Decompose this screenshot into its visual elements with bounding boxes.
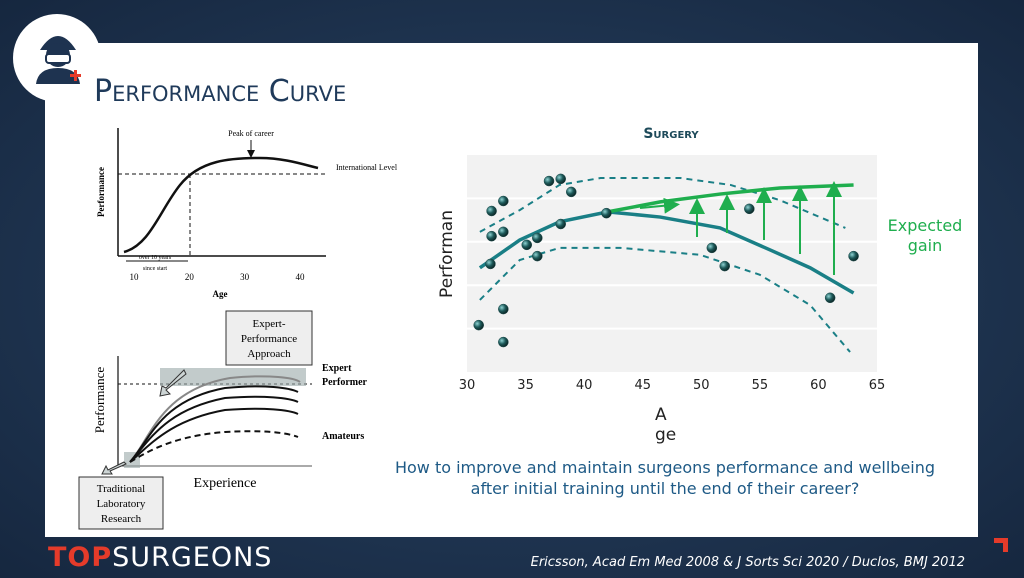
point	[555, 173, 566, 185]
y-label: Performance	[96, 167, 106, 217]
point	[521, 239, 532, 251]
x-axis-label: Age	[655, 405, 677, 445]
point	[706, 242, 718, 254]
x-tick-label: 30	[459, 378, 476, 393]
point	[601, 207, 612, 219]
point	[498, 336, 509, 348]
curve	[478, 210, 855, 295]
x-tick-label: 30	[240, 272, 250, 282]
amateur-curve	[129, 430, 299, 463]
point	[532, 250, 543, 262]
x-tick-label: 20	[185, 272, 195, 282]
x-tick-label: 60	[810, 378, 827, 393]
gain-arrow	[639, 197, 680, 214]
y-label: Performance	[92, 367, 107, 434]
surgeon-icon	[36, 36, 81, 84]
since-label: since start	[143, 266, 167, 272]
chart-title: Surgery	[643, 126, 699, 142]
point	[543, 175, 555, 187]
peak-label: Peak of career	[228, 129, 274, 138]
x-tick-label: 35	[517, 378, 534, 393]
x-tick-label: 40	[576, 378, 593, 393]
point	[744, 203, 755, 215]
brand: TOPSURGEONS	[48, 542, 272, 573]
curve	[129, 395, 299, 463]
brand-top: TOP	[48, 542, 112, 573]
x-tick-label: 45	[634, 378, 651, 393]
point	[824, 292, 836, 304]
career-diagram: Peak of career International Level over …	[96, 128, 398, 299]
span-label: over 10 years	[139, 255, 172, 261]
question: How to improve and maintain surgeons per…	[394, 458, 936, 498]
point	[566, 186, 577, 198]
point	[532, 232, 543, 244]
amateurs-label: Amateurs	[322, 431, 364, 442]
expertise-diagram: Expert-Performance Approach Traditional La…	[78, 310, 368, 530]
lab-label: Traditional Laboratory Research	[97, 483, 146, 525]
point	[498, 303, 509, 315]
x-tick-label: 65	[869, 378, 886, 393]
level-label: International Level	[336, 163, 398, 172]
point	[473, 319, 484, 331]
curve	[129, 385, 299, 463]
point	[498, 195, 509, 207]
point	[498, 226, 509, 238]
expert-label: Expert Performer	[322, 363, 368, 388]
approach-label: Expert-Performance Approach	[241, 318, 297, 360]
x-tick-label: 50	[693, 378, 710, 393]
band-line	[479, 246, 851, 353]
curve	[129, 407, 299, 463]
annotation: Expected gain	[888, 216, 963, 255]
approach-arrow	[159, 369, 187, 397]
slide-title: Performance Curve	[94, 74, 346, 109]
plot-area	[467, 155, 877, 372]
plot	[467, 173, 877, 353]
x-label: Age	[213, 289, 228, 299]
x-tick-label: 40	[296, 272, 306, 282]
point	[555, 218, 566, 230]
x-tick-label: 10	[130, 272, 140, 282]
citation: Ericsson, Acad Em Med 2008 & J Sorts Sci…	[531, 555, 965, 570]
career-curve	[123, 156, 319, 254]
point	[486, 205, 497, 217]
brand-rest: SURGEONS	[112, 542, 272, 573]
point	[719, 260, 730, 272]
lab-box	[78, 476, 164, 530]
approach-box	[225, 310, 313, 366]
point	[486, 230, 497, 242]
x-label: Experience	[194, 476, 257, 491]
lab-arrow	[101, 461, 127, 475]
y-axis-label: Performan	[437, 210, 457, 298]
point	[848, 250, 859, 262]
x-tick-label: 55	[752, 378, 769, 393]
corner-mark	[994, 538, 1008, 552]
point	[485, 258, 496, 270]
